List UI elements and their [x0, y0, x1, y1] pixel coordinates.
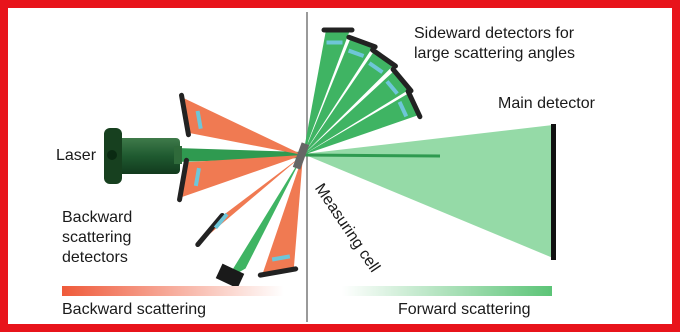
backward-detectors [177, 92, 299, 289]
backward-scattering-label: Backward scattering [62, 301, 207, 318]
sideward-detector-icon [346, 34, 378, 50]
backward-beam [262, 155, 303, 275]
sideward-beam [303, 93, 420, 155]
main-detector-bar [551, 124, 556, 260]
sideward-detector-icon [370, 47, 398, 69]
backward-green-beam [226, 155, 303, 280]
sideward-label: Sideward detectors for large scattering … [414, 25, 575, 62]
sideward-detector-icon [405, 88, 423, 120]
laser-label: Laser [56, 147, 97, 164]
sideward-detector-icon [390, 66, 414, 94]
backward-gradient-bar [62, 286, 284, 296]
forward-cone [303, 125, 553, 258]
backward-lens-icon [193, 167, 201, 187]
backward-lens-icon [195, 110, 203, 130]
main-detector-label: Main detector [498, 95, 595, 112]
forward-gradient-bar [342, 286, 552, 296]
backward-lens-icon [271, 254, 291, 262]
sideward-detectors [321, 27, 423, 120]
backward-detector-icon [177, 157, 189, 203]
backward-beam [181, 97, 303, 155]
sideward-beams [303, 30, 420, 156]
sideward-beam [303, 51, 394, 156]
sideward-lens-icon [347, 48, 365, 58]
sideward-lens-icon [385, 80, 399, 95]
backward-beams [179, 97, 303, 280]
backward-detector-icon [179, 92, 191, 138]
sideward-beam [303, 30, 350, 155]
transmitted-beam [302, 153, 441, 158]
backward-beam [179, 155, 303, 198]
backward-lens-icon [213, 212, 229, 230]
backward-detectors-label: Backward scattering detectors [62, 209, 133, 266]
sideward-beam [303, 37, 374, 155]
sideward-lens-icon [368, 61, 384, 74]
sideward-lens-icon [397, 101, 409, 118]
backward-detector-icon [257, 266, 299, 278]
measuring-cell-icon [292, 142, 310, 170]
laser-device [104, 128, 182, 184]
camera-detector-icon [215, 263, 245, 289]
backward-detector-icon [195, 212, 225, 248]
backward-beam [199, 155, 303, 244]
sideward-beam [303, 70, 410, 155]
forward-scattering-label: Forward scattering [398, 301, 531, 318]
